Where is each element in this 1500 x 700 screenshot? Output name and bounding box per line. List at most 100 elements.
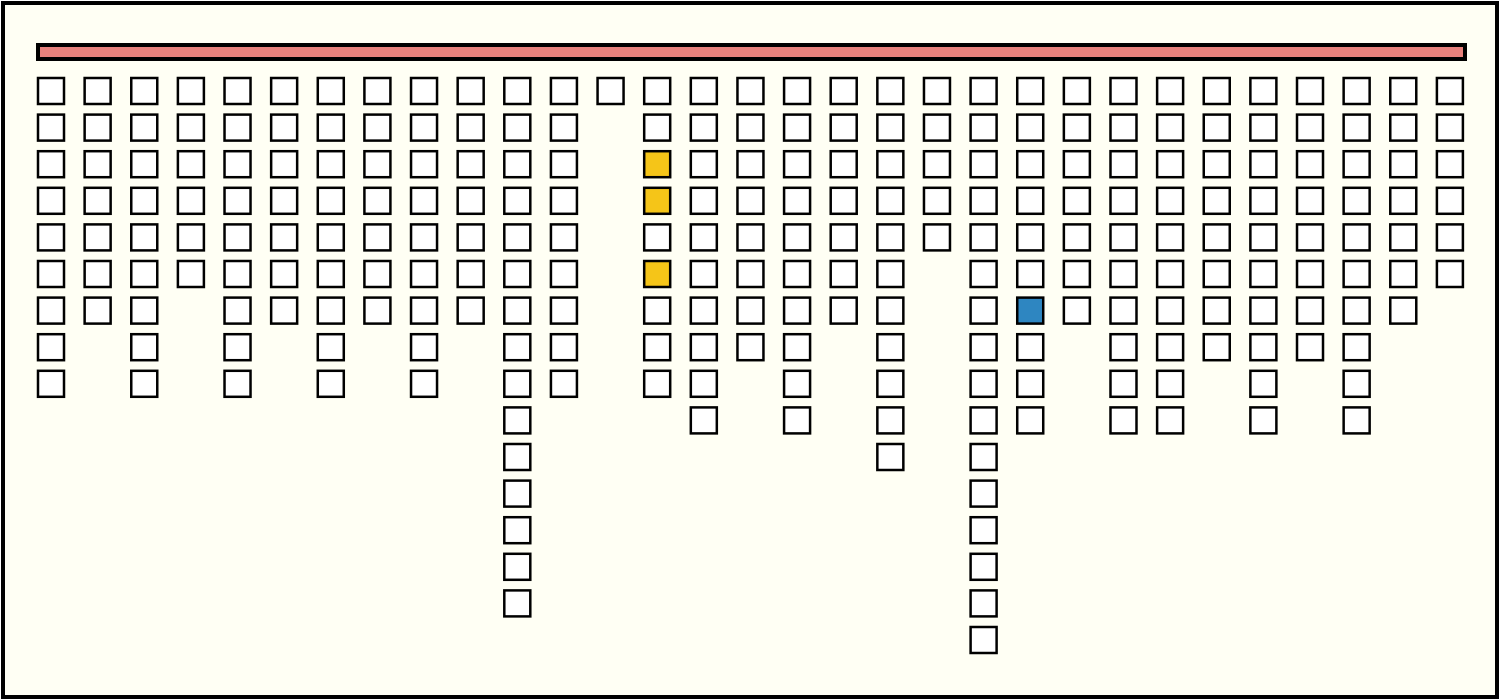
cell bbox=[922, 186, 952, 216]
cell bbox=[689, 332, 719, 362]
cell bbox=[969, 406, 998, 435]
cell bbox=[876, 296, 905, 325]
cell bbox=[1389, 113, 1418, 142]
cell bbox=[1062, 149, 1092, 179]
cell bbox=[269, 223, 299, 252]
cell bbox=[316, 369, 346, 399]
cell bbox=[503, 149, 532, 179]
cell bbox=[409, 369, 439, 399]
cell bbox=[782, 406, 812, 435]
cell bbox=[503, 442, 532, 472]
cell bbox=[130, 149, 159, 179]
cell bbox=[36, 296, 66, 325]
cell bbox=[1062, 259, 1092, 289]
cell bbox=[689, 149, 719, 179]
cell bbox=[503, 223, 532, 252]
cell bbox=[1202, 149, 1231, 179]
cell bbox=[1155, 259, 1185, 289]
cell bbox=[969, 186, 998, 216]
cell bbox=[456, 113, 485, 142]
cell bbox=[642, 223, 672, 252]
cell bbox=[642, 76, 672, 106]
cell bbox=[876, 186, 905, 216]
cell bbox=[316, 76, 346, 106]
cell bbox=[83, 259, 112, 289]
cell bbox=[269, 76, 299, 106]
cell bbox=[876, 223, 905, 252]
cell bbox=[1249, 332, 1278, 362]
cell bbox=[1015, 332, 1045, 362]
cell bbox=[503, 76, 532, 106]
cell bbox=[1249, 369, 1278, 399]
cell bbox=[130, 76, 159, 106]
cell bbox=[736, 223, 765, 252]
cell bbox=[969, 552, 998, 582]
cell bbox=[130, 296, 159, 325]
cell bbox=[503, 186, 532, 216]
cell bbox=[363, 76, 392, 106]
cell bbox=[876, 149, 905, 179]
cell bbox=[549, 296, 579, 325]
cell bbox=[922, 76, 952, 106]
cell bbox=[1202, 76, 1231, 106]
cell bbox=[409, 296, 439, 325]
cell bbox=[736, 296, 765, 325]
cell bbox=[130, 186, 159, 216]
cell bbox=[223, 223, 252, 252]
cell bbox=[596, 76, 625, 106]
cell bbox=[223, 259, 252, 289]
cell bbox=[36, 149, 66, 179]
cell bbox=[1295, 186, 1325, 216]
cell bbox=[36, 223, 66, 252]
cell bbox=[782, 332, 812, 362]
cell bbox=[969, 625, 998, 655]
cell bbox=[409, 149, 439, 179]
cell bbox=[36, 113, 66, 142]
cell bbox=[503, 406, 532, 435]
cell bbox=[1155, 369, 1185, 399]
cell bbox=[1109, 296, 1138, 325]
cell bbox=[922, 223, 952, 252]
cell bbox=[223, 332, 252, 362]
cell bbox=[176, 223, 206, 252]
cell bbox=[1109, 149, 1138, 179]
cell bbox=[736, 149, 765, 179]
cell bbox=[1435, 149, 1465, 179]
cell bbox=[223, 76, 252, 106]
highlighted-cell bbox=[1015, 296, 1045, 325]
cell bbox=[829, 149, 858, 179]
cell bbox=[36, 259, 66, 289]
cell bbox=[1342, 223, 1371, 252]
cell bbox=[782, 149, 812, 179]
cell bbox=[782, 76, 812, 106]
cell bbox=[176, 113, 206, 142]
cell bbox=[363, 223, 392, 252]
cell bbox=[223, 369, 252, 399]
cell bbox=[1015, 406, 1045, 435]
cell bbox=[1389, 76, 1418, 106]
cell bbox=[456, 259, 485, 289]
cell bbox=[642, 369, 672, 399]
cell bbox=[969, 332, 998, 362]
cell bbox=[689, 296, 719, 325]
cell bbox=[1202, 186, 1231, 216]
cell bbox=[223, 149, 252, 179]
cell bbox=[456, 223, 485, 252]
cell bbox=[1435, 113, 1465, 142]
cell bbox=[642, 296, 672, 325]
cell bbox=[269, 296, 299, 325]
cell bbox=[503, 332, 532, 362]
top-bar bbox=[36, 43, 1467, 61]
highlighted-cell bbox=[642, 186, 672, 216]
cell bbox=[1389, 259, 1418, 289]
cell bbox=[549, 332, 579, 362]
cell bbox=[1015, 113, 1045, 142]
cell bbox=[1015, 186, 1045, 216]
cell bbox=[829, 113, 858, 142]
cell bbox=[549, 259, 579, 289]
cell bbox=[1155, 332, 1185, 362]
cell bbox=[409, 186, 439, 216]
cell bbox=[876, 369, 905, 399]
cell bbox=[782, 296, 812, 325]
cell bbox=[876, 76, 905, 106]
